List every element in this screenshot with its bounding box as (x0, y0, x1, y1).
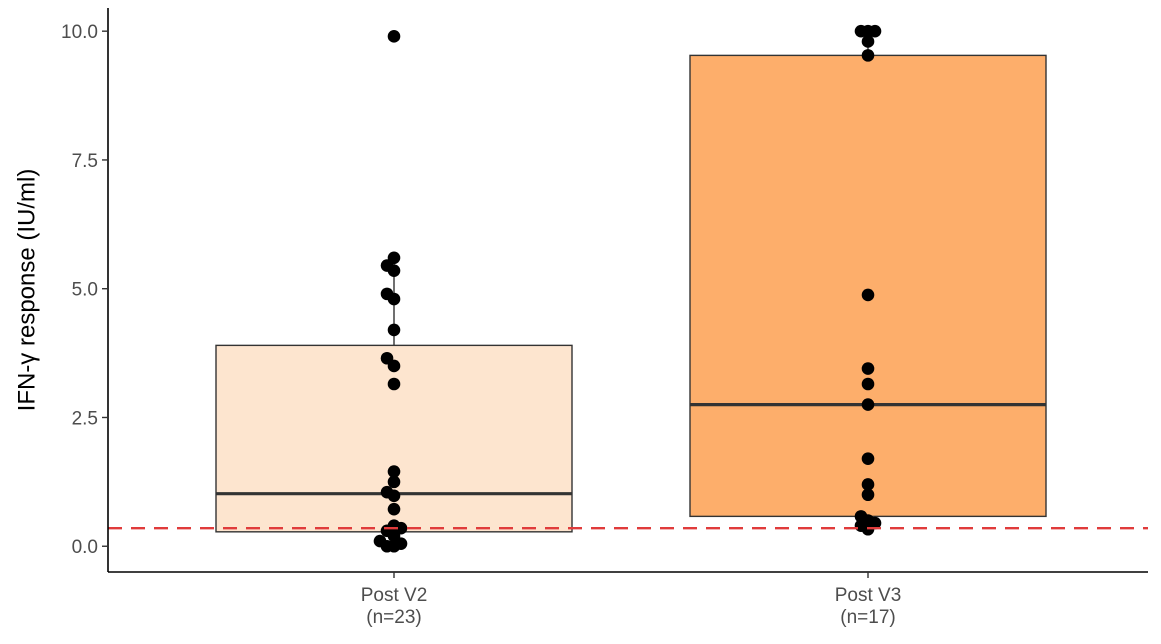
x-tick-label: Post V2 (361, 585, 428, 606)
data-point (387, 502, 401, 516)
y-tick-label: 5.0 (72, 280, 98, 301)
data-point (861, 362, 875, 375)
y-axis-title: IFN-γ response (IU/ml) (13, 169, 40, 412)
box-group (215, 30, 573, 553)
box-group (689, 24, 1047, 536)
data-point (861, 49, 875, 62)
x-axis-ticks: Post V2(n=23) Post V3(n=17) (361, 572, 902, 628)
data-point (861, 398, 875, 411)
data-point (861, 377, 875, 391)
x-tick-label: Post V3 (835, 585, 902, 606)
data-point (387, 465, 401, 478)
data-point (861, 488, 875, 502)
data-point (380, 287, 394, 301)
x-tick-count-label: (n=23) (366, 607, 421, 628)
y-tick-label: 2.5 (72, 408, 98, 429)
data-point (854, 510, 868, 523)
data-point (387, 251, 401, 265)
y-tick-label: 7.5 (72, 151, 98, 172)
data-point (373, 534, 387, 548)
data-point (387, 519, 401, 532)
plot-area (108, 24, 1148, 553)
data-point (387, 377, 401, 391)
data-point (861, 288, 875, 302)
data-point (861, 452, 875, 465)
data-point (868, 24, 882, 38)
box-iqr (689, 54, 1047, 518)
y-axis-ticks: 0.0 2.5 5.0 7.5 10.0 (61, 22, 108, 558)
data-point (861, 478, 875, 491)
y-tick-label: 0.0 (72, 537, 98, 558)
y-tick-label: 10.0 (61, 22, 98, 43)
data-point (387, 475, 401, 489)
data-point (380, 485, 394, 499)
data-point (861, 35, 875, 48)
x-tick-count-label: (n=17) (840, 607, 895, 628)
data-point (387, 30, 401, 43)
data-point (387, 323, 401, 337)
data-point (854, 24, 868, 38)
data-point (380, 351, 394, 365)
